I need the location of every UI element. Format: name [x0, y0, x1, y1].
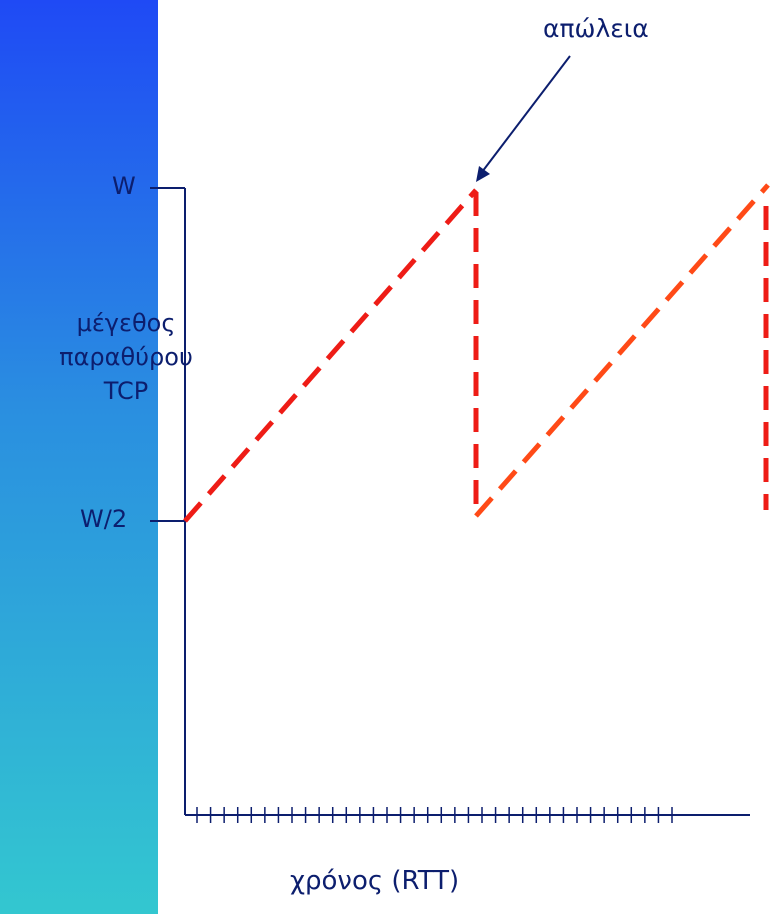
- w-max-label: W: [112, 172, 136, 200]
- w-half-label: W/2: [80, 505, 128, 533]
- x-axis-label: χρόνος (RTT): [290, 866, 460, 896]
- y-axis-label-line-1: μέγεθος: [76, 309, 176, 337]
- loss-arrow: [481, 55, 571, 173]
- y-axis-label-line-2: παραθύρου: [59, 343, 193, 371]
- x-axis-ticks: [196, 807, 673, 823]
- loss-arrowhead: [476, 166, 490, 182]
- window-growth-line-1: [183, 188, 478, 523]
- loss-label: απώλεια: [543, 14, 649, 43]
- y-axis-label-line-3: TCP: [103, 377, 149, 405]
- slide-background-band: [0, 0, 158, 914]
- y-axis-label: μέγεθος παραθύρου TCP: [6, 306, 246, 408]
- window-growth-line-2: [474, 183, 770, 518]
